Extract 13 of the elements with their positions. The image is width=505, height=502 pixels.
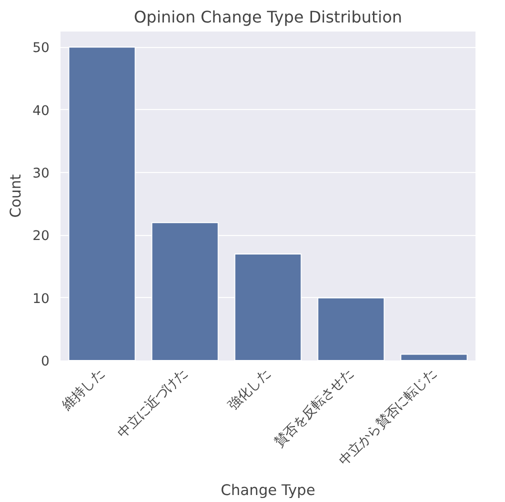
chart-title: Opinion Change Type Distribution: [134, 8, 402, 26]
x-tick-label: 維持した: [59, 366, 108, 414]
y-tick-label: 0: [41, 354, 50, 370]
x-axis-title: Change Type: [220, 482, 316, 500]
x-tick-label: 強化した: [226, 366, 274, 414]
y-tick-label: 50: [32, 41, 50, 56]
y-axis-title: Count: [8, 174, 25, 218]
bar: [400, 354, 468, 360]
y-tick-label: 10: [32, 292, 50, 307]
y-tick-label: 40: [32, 104, 50, 119]
x-tick-label: 中立に近づけた: [114, 365, 190, 442]
y-tick-label: 30: [32, 166, 50, 182]
y-tick-label: 20: [32, 229, 50, 244]
